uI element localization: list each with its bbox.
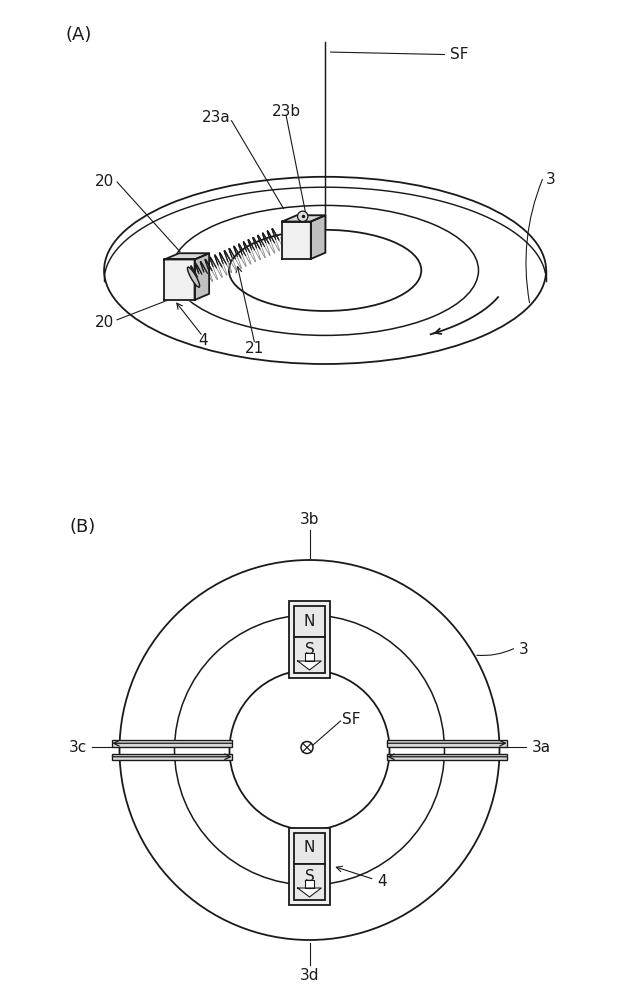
Text: N: N — [304, 840, 315, 856]
Bar — [294, 605, 325, 637]
Bar — [112, 754, 232, 760]
Text: N: N — [304, 614, 315, 629]
Text: SF: SF — [450, 47, 469, 62]
Text: 3b: 3b — [300, 512, 319, 527]
Text: 3d: 3d — [300, 968, 319, 982]
Polygon shape — [305, 880, 314, 888]
Text: (B): (B) — [69, 518, 96, 536]
Bar — [387, 754, 507, 760]
Text: 3: 3 — [546, 172, 556, 187]
Text: (A): (A) — [65, 26, 92, 44]
Bar — [387, 740, 507, 746]
Text: 4: 4 — [198, 333, 208, 348]
Text: 3c: 3c — [69, 740, 87, 755]
Text: 3a: 3a — [532, 740, 551, 755]
Text: 3: 3 — [519, 643, 528, 658]
Polygon shape — [311, 215, 326, 259]
Bar — [112, 740, 232, 746]
Bar — [294, 864, 325, 900]
Bar — [294, 832, 325, 864]
Text: S: S — [305, 642, 314, 657]
Bar — [294, 637, 325, 672]
Text: 21: 21 — [245, 341, 264, 356]
Ellipse shape — [188, 267, 200, 287]
Circle shape — [298, 211, 308, 222]
Polygon shape — [298, 661, 321, 670]
Polygon shape — [165, 259, 194, 300]
Bar — [289, 828, 330, 904]
Text: 4: 4 — [377, 874, 387, 888]
Bar — [289, 600, 330, 678]
Polygon shape — [282, 215, 326, 222]
Polygon shape — [305, 653, 314, 661]
Text: 20: 20 — [95, 174, 115, 190]
Polygon shape — [165, 253, 209, 259]
Polygon shape — [298, 888, 321, 897]
Text: S: S — [305, 869, 314, 884]
Text: 20: 20 — [95, 315, 115, 330]
Text: SF: SF — [342, 712, 360, 728]
Polygon shape — [282, 222, 311, 259]
Text: 23a: 23a — [202, 109, 230, 124]
Text: 23b: 23b — [272, 104, 301, 119]
Polygon shape — [194, 253, 209, 300]
